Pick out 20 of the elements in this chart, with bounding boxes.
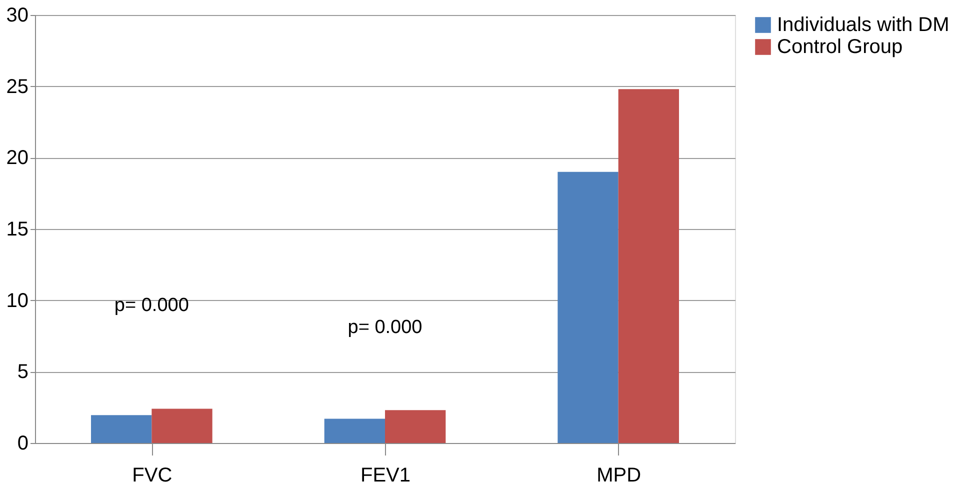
bar bbox=[91, 415, 152, 443]
legend-label: Individuals with DM bbox=[777, 14, 950, 36]
legend-label: Control Group bbox=[777, 36, 903, 58]
x-tick-label: FEV1 bbox=[360, 464, 411, 486]
y-tick-label: 20 bbox=[6, 147, 28, 170]
annotation: p= 0.000 bbox=[348, 317, 422, 338]
bar bbox=[558, 172, 618, 443]
x-tick-label: MPD bbox=[596, 464, 642, 486]
bar bbox=[324, 418, 385, 443]
bar bbox=[152, 408, 212, 443]
x-tick-label: FVC bbox=[132, 464, 172, 486]
y-tick-label: 25 bbox=[6, 76, 28, 98]
y-tick-label: 30 bbox=[6, 4, 28, 26]
y-tick-label: 10 bbox=[6, 290, 28, 312]
bar bbox=[618, 89, 679, 443]
y-tick-label: 0 bbox=[17, 432, 28, 454]
y-tick-label: 15 bbox=[6, 218, 28, 240]
bar bbox=[385, 410, 446, 443]
annotation: p= 0.000 bbox=[114, 295, 189, 316]
y-tick-label: 5 bbox=[17, 361, 28, 384]
